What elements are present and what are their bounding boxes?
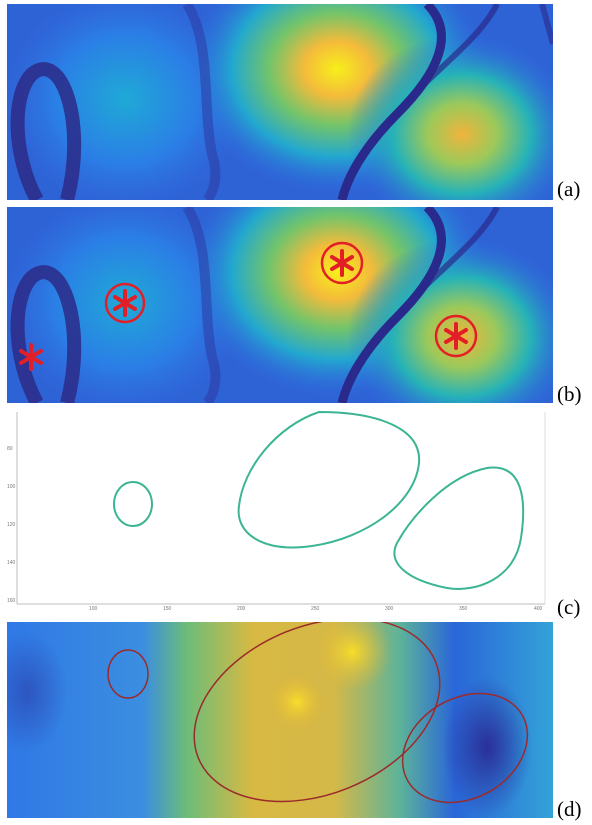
y-tick: 120 <box>7 522 16 528</box>
reconstruction-map <box>7 622 553 818</box>
heatmap-a <box>7 4 553 200</box>
marker-plain <box>19 343 43 371</box>
y-tick: 140 <box>7 560 16 566</box>
x-tick: 350 <box>459 606 468 612</box>
marker-circled-1 <box>104 282 146 324</box>
y-ticks: 80 100 120 140 160 <box>7 446 16 604</box>
panel-a <box>7 4 553 200</box>
panel-b <box>7 207 553 403</box>
contour-large <box>237 410 421 549</box>
panel-a-label: (a) <box>557 177 581 201</box>
x-ticks: 100 150 200 250 300 350 400 <box>89 606 543 612</box>
x-tick: 400 <box>534 606 543 612</box>
panel-c-label: (c) <box>557 595 581 619</box>
x-tick: 200 <box>237 606 246 612</box>
x-tick: 300 <box>385 606 394 612</box>
contour-plot: 100 150 200 250 300 350 400 80 100 120 1… <box>7 408 553 612</box>
marker-circled-3 <box>434 314 478 358</box>
panel-c: 100 150 200 250 300 350 400 80 100 120 1… <box>7 408 553 612</box>
x-tick: 150 <box>163 606 172 612</box>
contour-right <box>393 466 525 590</box>
x-tick: 100 <box>89 606 98 612</box>
marker-circled-2 <box>320 241 364 285</box>
heatmap-b <box>7 207 553 403</box>
ellipse-right <box>401 692 529 804</box>
y-tick: 160 <box>7 598 16 604</box>
x-tick: 250 <box>311 606 320 612</box>
panel-b-label: (b) <box>557 382 582 406</box>
panel-d-label: (d) <box>557 797 582 821</box>
ellipse-small <box>107 649 149 699</box>
y-tick: 80 <box>7 446 13 452</box>
panel-d <box>7 622 553 818</box>
contour-small <box>113 481 153 527</box>
y-tick: 100 <box>7 484 16 490</box>
ellipse-large <box>193 622 441 803</box>
